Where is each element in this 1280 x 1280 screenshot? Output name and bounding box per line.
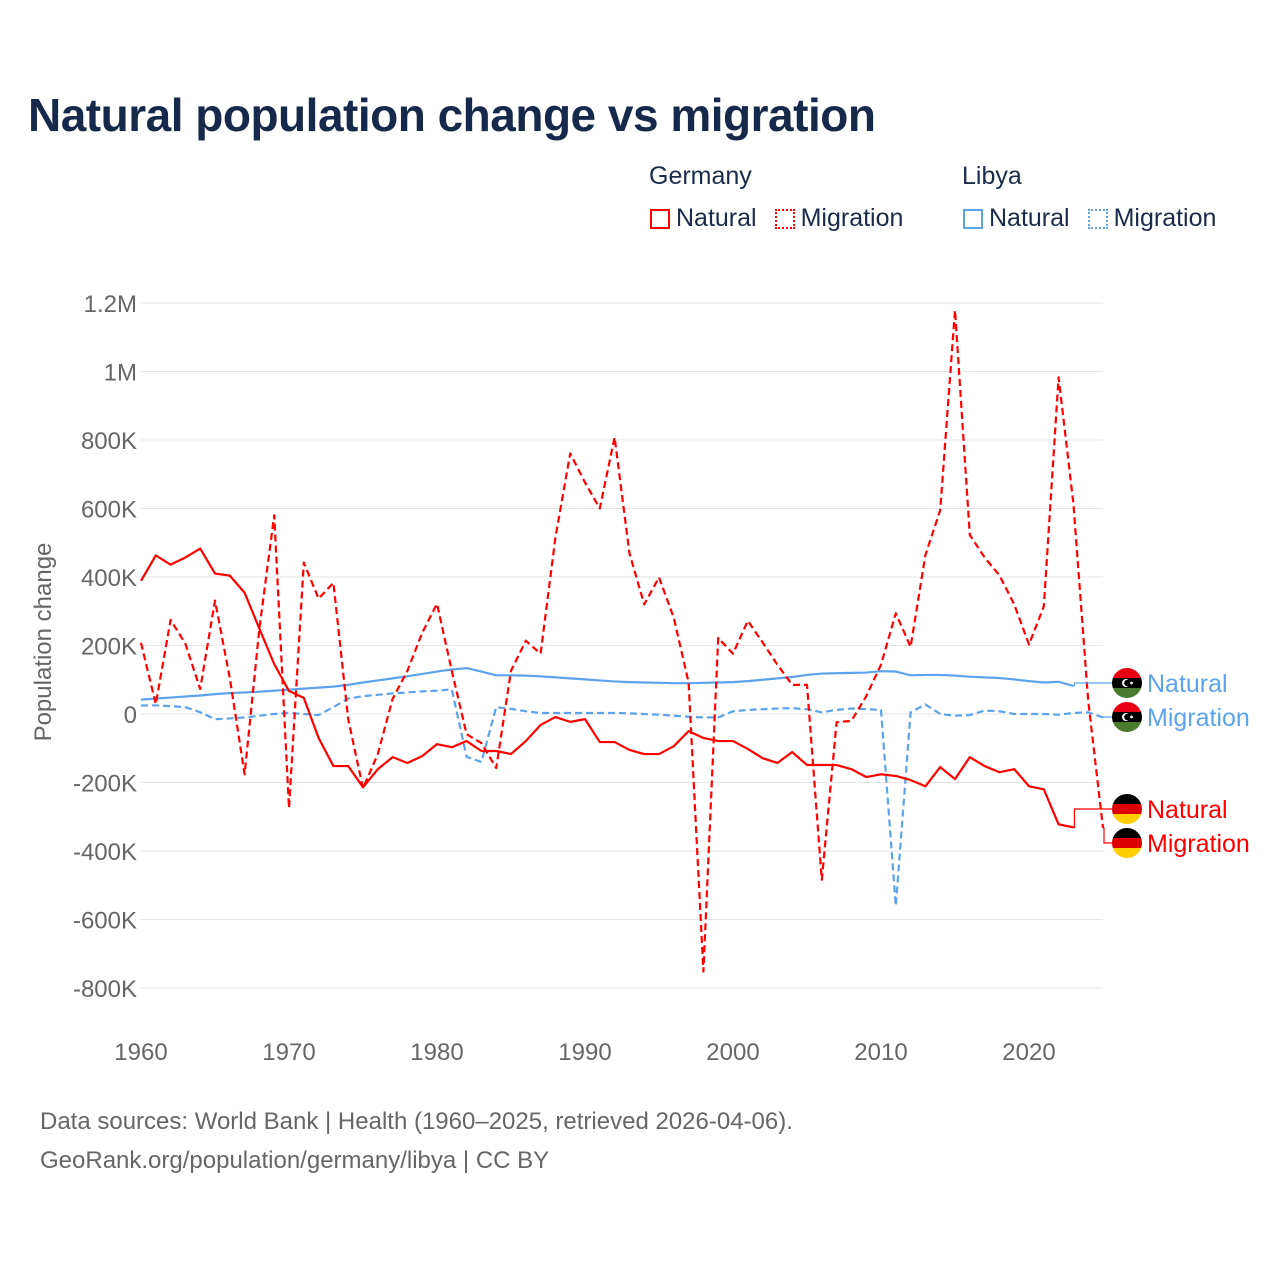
- legend-swatch-dotted-red: [774, 208, 795, 229]
- flag-stripe: [1112, 838, 1142, 848]
- grid-lines: [141, 302, 1103, 989]
- x-axis-ticks: 1960 1970 1980 1990 2000 2010 2020: [114, 1039, 1055, 1066]
- chart-title: Natural population change vs migration: [28, 89, 876, 141]
- end-labels: Migration Natural Migration Natural: [1073, 668, 1250, 858]
- x-tick-label: 1960: [114, 1039, 167, 1066]
- flag-stripes: [1112, 668, 1142, 698]
- crescent-cut: [1124, 713, 1131, 721]
- footer-sources: Data sources: World Bank | Health (1960–…: [40, 1108, 793, 1135]
- series-lines: [139, 309, 1105, 973]
- flag-stripe: [1112, 828, 1142, 838]
- end-label-libya-migration: Migration: [1147, 704, 1250, 732]
- flag-stripes: [1112, 794, 1142, 824]
- y-axis-label: Population change: [30, 543, 57, 742]
- legend-label: Natural: [676, 204, 757, 232]
- flag-stripe: [1112, 848, 1142, 858]
- y-tick-label: -800K: [73, 976, 137, 1003]
- libya-flag-icon: [1112, 702, 1142, 732]
- flag-stripe: [1112, 668, 1142, 678]
- legend-item-germany-natural[interactable]: Natural: [650, 204, 757, 233]
- germany-flag-icon: [1112, 794, 1142, 824]
- footer-attribution[interactable]: GeoRank.org/population/germany/libya | C…: [40, 1147, 550, 1174]
- x-tick-label: 1970: [262, 1039, 315, 1066]
- y-tick-label: 800K: [81, 428, 137, 455]
- legend-item-libya-migration[interactable]: Migration: [1087, 204, 1217, 233]
- x-tick-label: 2020: [1002, 1039, 1055, 1066]
- end-label-libya-natural: Natural: [1147, 670, 1228, 698]
- x-tick-label: 2000: [706, 1039, 759, 1066]
- star: [1130, 681, 1133, 685]
- legend-group-libya: Libya: [962, 162, 1022, 190]
- flag-stripe: [1112, 688, 1142, 698]
- libya-flag-icon: [1112, 668, 1142, 698]
- end-label-germany-migration: Migration: [1147, 830, 1250, 858]
- legend-label: Natural: [989, 204, 1070, 232]
- label-connector: [1073, 682, 1112, 687]
- flag-stripe: [1112, 722, 1142, 732]
- series-line-libya-migration: [141, 688, 1104, 907]
- label-connector: [1073, 808, 1112, 828]
- y-tick-label: 1.2M: [84, 291, 137, 318]
- legend-label: Migration: [1113, 204, 1217, 232]
- series-line-libya-natural: [140, 667, 1074, 701]
- legend-swatch-solid-blue: [963, 208, 983, 229]
- x-tick-label: 1980: [410, 1039, 463, 1066]
- legend-group-germany: Germany: [649, 162, 752, 190]
- flag-stripe: [1112, 702, 1142, 712]
- flag-stripes: [1112, 828, 1142, 858]
- y-tick-label: 1M: [104, 360, 137, 387]
- legend-libya-items: Natural Migration: [963, 204, 1234, 233]
- flag-stripe: [1112, 804, 1142, 814]
- legend-swatch-solid-red: [650, 208, 670, 229]
- series-line-germany-migration: [139, 309, 1105, 973]
- y-tick-label: -600K: [73, 908, 137, 935]
- y-tick-label: -200K: [73, 771, 137, 798]
- flag-stripe: [1112, 794, 1142, 804]
- y-axis-ticks: -800K -600K -400K -200K 0 200K 400K 600K 800K 1M 1…: [73, 291, 137, 1003]
- x-tick-label: 1990: [558, 1039, 611, 1066]
- star: [1130, 715, 1133, 719]
- y-tick-label: 0: [124, 702, 137, 729]
- flag-stripe: [1112, 814, 1142, 824]
- end-label-germany-natural: Natural: [1147, 796, 1228, 824]
- x-tick-label: 2010: [854, 1039, 907, 1066]
- legend-germany-items: Natural Migration: [650, 204, 921, 233]
- legend-label: Migration: [800, 204, 904, 232]
- y-tick-label: 600K: [81, 497, 137, 524]
- series-line-germany-natural: [140, 547, 1074, 829]
- germany-flag-icon: [1112, 828, 1142, 858]
- crescent-cut: [1124, 679, 1131, 687]
- label-connector: [1103, 827, 1112, 844]
- y-tick-label: 200K: [81, 634, 137, 661]
- flag-stripes: [1112, 702, 1142, 732]
- legend-item-germany-migration[interactable]: Migration: [774, 204, 904, 233]
- y-tick-label: -400K: [73, 839, 137, 866]
- legend-item-libya-natural[interactable]: Natural: [963, 204, 1070, 233]
- y-tick-label: 400K: [81, 565, 137, 592]
- legend-swatch-dotted-blue: [1087, 208, 1108, 229]
